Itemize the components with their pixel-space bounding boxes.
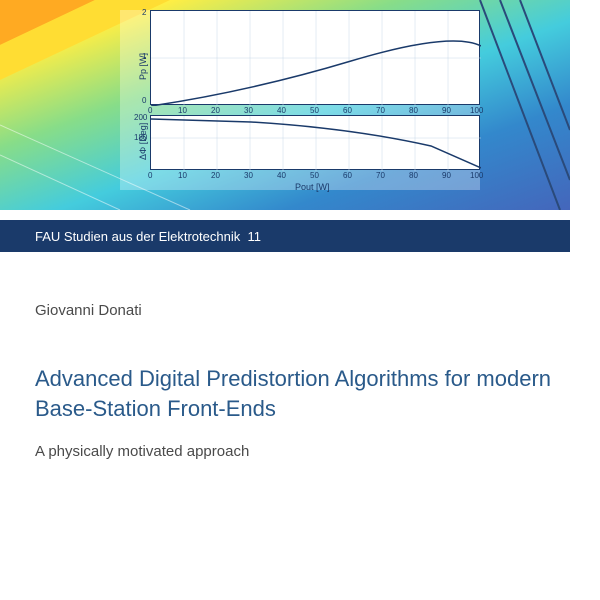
- chart1-xtick-20: 20: [211, 106, 220, 115]
- chart2-xtick-70: 70: [376, 171, 385, 180]
- series-name: FAU Studien aus der Elektrotechnik: [35, 229, 240, 244]
- chart1-xtick-80: 80: [409, 106, 418, 115]
- chart2-ytick-180: 180: [134, 133, 147, 142]
- chart1-xtick-70: 70: [376, 106, 385, 115]
- chart2-xtick-0: 0: [148, 171, 152, 180]
- series-number: 11: [247, 229, 261, 244]
- chart1-xtick-50: 50: [310, 106, 319, 115]
- chart2-ytick-200: 200: [134, 113, 147, 122]
- phase-chart: [150, 115, 480, 170]
- chart1-xtick-100: 100: [470, 106, 483, 115]
- cover-graphic: Pp [W] 2 1 0 0 10 20 30 40 50 60: [0, 0, 570, 210]
- chart1-ytick-1: 1: [142, 52, 146, 61]
- power-chart: [150, 10, 480, 105]
- chart1-ytick-2: 2: [142, 8, 146, 17]
- author-name: Giovanni Donati: [35, 302, 565, 319]
- embedded-charts: Pp [W] 2 1 0 0 10 20 30 40 50 60: [120, 10, 480, 190]
- chart1-xtick-10: 10: [178, 106, 187, 115]
- chart2-xtick-20: 20: [211, 171, 220, 180]
- book-subtitle: A physically motivated approach: [35, 443, 565, 460]
- chart2-xtick-10: 10: [178, 171, 187, 180]
- chart2-xtick-90: 90: [442, 171, 451, 180]
- chart2-xlabel: Pout [W]: [295, 182, 330, 192]
- series-label: FAU Studien aus der Elektrotechnik 11: [35, 229, 261, 244]
- chart1-xtick-0: 0: [148, 106, 152, 115]
- series-bar: FAU Studien aus der Elektrotechnik 11: [0, 220, 570, 252]
- chart1-xtick-60: 60: [343, 106, 352, 115]
- book-title: Advanced Digital Predistortion Algorithm…: [35, 364, 565, 423]
- chart1-ytick-0: 0: [142, 96, 146, 105]
- chart1-xtick-90: 90: [442, 106, 451, 115]
- chart2-xtick-100: 100: [470, 171, 483, 180]
- chart2-xtick-60: 60: [343, 171, 352, 180]
- chart1-xtick-40: 40: [277, 106, 286, 115]
- content-area: Giovanni Donati Advanced Digital Predist…: [0, 252, 600, 480]
- chart2-xtick-50: 50: [310, 171, 319, 180]
- chart1-xtick-30: 30: [244, 106, 253, 115]
- chart2-xtick-80: 80: [409, 171, 418, 180]
- chart2-xtick-40: 40: [277, 171, 286, 180]
- chart2-xtick-30: 30: [244, 171, 253, 180]
